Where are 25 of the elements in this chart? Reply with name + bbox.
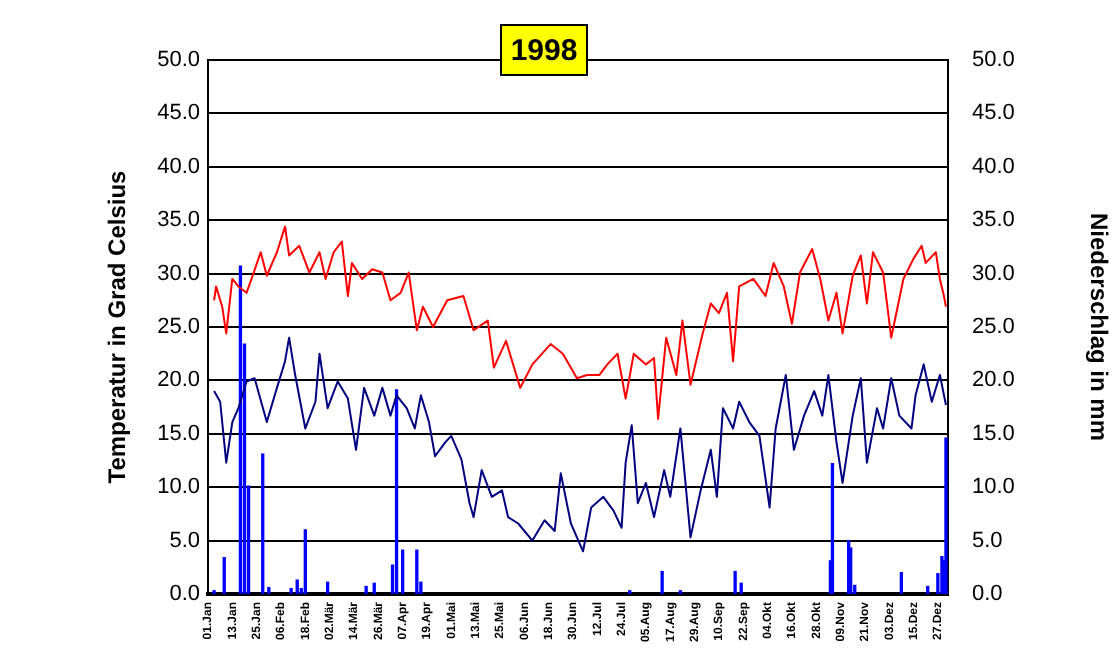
- y-tick-label: 0.0: [169, 582, 200, 607]
- y-tick-label: 10.0: [157, 475, 200, 500]
- y2-tick-label: 20.0: [972, 368, 1015, 393]
- y2-tick-label: 45.0: [972, 101, 1015, 126]
- y-tick-label: 40.0: [157, 154, 200, 179]
- y2-tick-label: 30.0: [972, 261, 1015, 286]
- y-tick-label: 30.0: [157, 261, 200, 286]
- y-tick-label: 50.0: [157, 48, 200, 73]
- y2-tick-label: 0.0: [972, 582, 1003, 607]
- y-tick-label: 45.0: [157, 101, 200, 126]
- chart-title: 1998: [500, 24, 588, 76]
- y2-axis-title: Niederschlag in mm: [1084, 212, 1113, 442]
- y2-tick-label: 25.0: [972, 315, 1015, 340]
- y2-tick-label: 10.0: [972, 475, 1015, 500]
- y-tick-label: 5.0: [169, 528, 200, 553]
- y2-tick-label: 5.0: [972, 528, 1003, 553]
- y2-tick-label: 35.0: [972, 208, 1015, 233]
- y-tick-label: 15.0: [157, 421, 200, 446]
- y-tick-label: 35.0: [157, 208, 200, 233]
- y2-tick-label: 50.0: [972, 48, 1015, 73]
- y-axis-title: Temperatur in Grad Celsius: [103, 169, 132, 484]
- y-tick-label: 20.0: [157, 368, 200, 393]
- y2-tick-label: 15.0: [972, 421, 1015, 446]
- y-tick-label: 25.0: [157, 315, 200, 340]
- y2-tick-label: 40.0: [972, 154, 1015, 179]
